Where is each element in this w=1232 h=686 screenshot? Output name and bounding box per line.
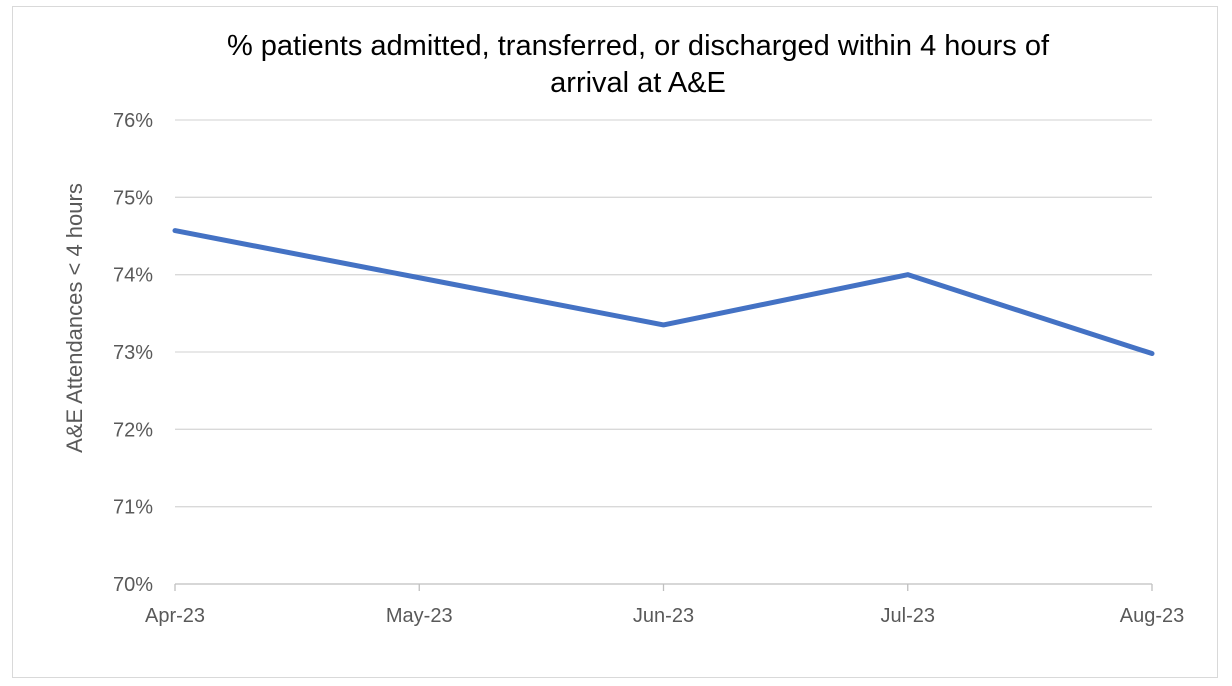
series-line <box>172 228 1155 357</box>
x-tick-label: Aug-23 <box>1120 605 1185 627</box>
y-tick-label: 76% <box>113 110 153 132</box>
y-tick-label: 71% <box>113 497 153 519</box>
gridlines <box>175 119 1152 508</box>
x-axis-tick-labels: Apr-23 May-23 Jun-23 Jul-23 Aug-23 <box>145 605 1184 627</box>
y-axis-tick-labels: 70% 71% 72% 73% 74% 75% 76% <box>113 110 153 596</box>
x-tick-label: Jul-23 <box>881 605 935 627</box>
y-tick-label: 72% <box>113 419 153 441</box>
chart-title: % patients admitted, transferred, or dis… <box>226 30 1050 99</box>
series-group <box>172 228 1155 357</box>
y-tick-label: 74% <box>113 265 153 287</box>
y-axis-title: A&E Attendances < 4 hours <box>62 183 87 453</box>
y-tick-label: 70% <box>113 574 153 596</box>
x-tick-label: Apr-23 <box>145 605 205 627</box>
y-tick-label: 75% <box>113 187 153 209</box>
x-tick-label: May-23 <box>386 605 453 627</box>
chart-frame <box>12 6 1218 678</box>
x-axis <box>174 583 1153 591</box>
x-tick-label: Jun-23 <box>633 605 694 627</box>
y-tick-label: 73% <box>113 342 153 364</box>
